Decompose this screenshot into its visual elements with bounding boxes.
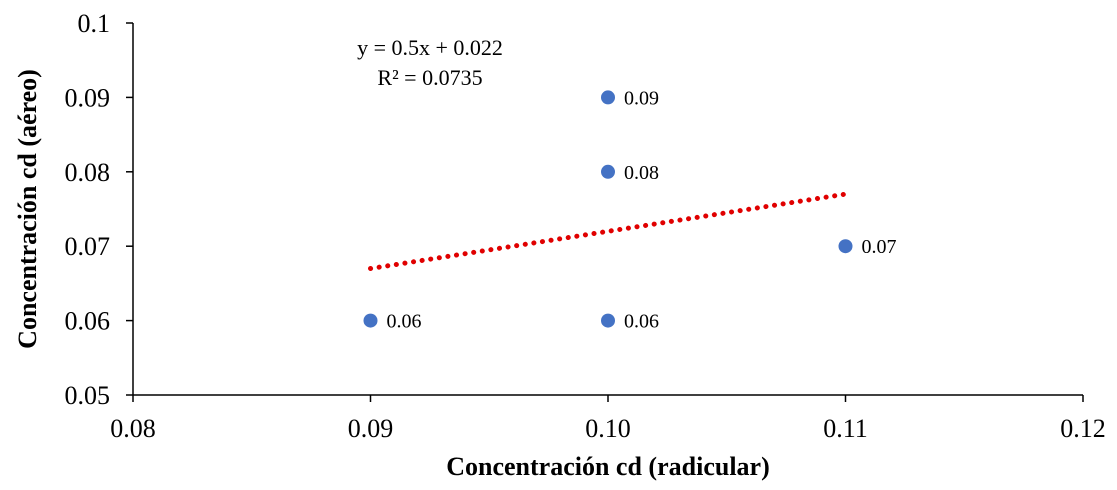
data-point: [601, 164, 615, 179]
data-label: 0.06: [624, 311, 659, 333]
y-axis-title: Concentración cd (aéreo): [13, 69, 42, 349]
x-tick-label: 0.12: [1060, 414, 1106, 443]
x-tick-label: 0.11: [823, 414, 868, 443]
data-label: 0.07: [862, 236, 897, 258]
data-label: 0.09: [624, 87, 659, 109]
data-label: 0.08: [624, 162, 659, 184]
data-points: [363, 90, 853, 328]
trendline-r-squared: R² = 0.0735: [377, 65, 482, 90]
y-tick-label: 0.08: [65, 158, 111, 187]
data-point: [601, 313, 615, 328]
axis-ticks: 0.08 0.09 0.10 0.11 0.12 0.05 0.06 0.07 0.08 0.09…: [65, 9, 1106, 443]
x-axis-title: Concentración cd (radicular): [446, 452, 770, 481]
data-point: [838, 239, 853, 254]
y-tick-label: 0.07: [65, 232, 111, 261]
trendline: [368, 191, 848, 272]
y-tick-label: 0.05: [65, 381, 111, 410]
x-tick-label: 0.10: [585, 414, 631, 443]
y-tick-label: 0.09: [65, 83, 111, 112]
trendline-equation: y = 0.5x + 0.022: [357, 35, 503, 60]
data-point: [363, 313, 378, 328]
data-point: [601, 90, 615, 105]
trendline-path: [368, 191, 848, 272]
y-tick-label: 0.06: [65, 307, 111, 336]
data-label: 0.06: [387, 311, 422, 333]
data-labels: 0.06 0.06 0.08 0.09 0.07: [387, 87, 897, 332]
x-tick-label: 0.09: [348, 414, 394, 443]
x-tick-label: 0.08: [110, 414, 156, 443]
y-tick-label: 0.1: [78, 9, 111, 38]
